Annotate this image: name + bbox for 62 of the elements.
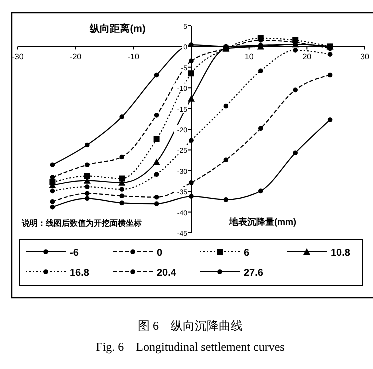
x-tick-label: 30 <box>360 52 370 62</box>
point <box>85 142 90 148</box>
point <box>258 188 264 194</box>
point <box>224 158 229 163</box>
point <box>189 58 194 64</box>
point <box>189 138 194 144</box>
x-tick-label: -20 <box>70 52 82 62</box>
point <box>328 52 333 57</box>
legend-label: 16.8 <box>70 268 90 279</box>
point <box>154 172 160 178</box>
point <box>224 104 229 109</box>
legend-label: -6 <box>70 248 80 259</box>
text: Fig. 6 Longitudinal settlement curves <box>96 340 286 354</box>
point <box>120 194 124 199</box>
legend-label: 0 <box>157 248 163 259</box>
point <box>153 158 160 166</box>
point <box>154 113 160 118</box>
point <box>50 200 56 204</box>
x-axis-title: 纵向距离(m) <box>89 23 146 35</box>
point <box>293 48 298 53</box>
point <box>293 150 298 156</box>
point <box>154 194 160 200</box>
point <box>154 136 160 142</box>
point <box>189 180 194 186</box>
point <box>154 202 160 206</box>
point <box>85 191 90 196</box>
y-axis-title: 地表沉降量(mm) <box>228 217 296 227</box>
point <box>84 173 90 180</box>
point <box>258 126 264 132</box>
point <box>85 184 90 190</box>
point <box>50 175 56 180</box>
legend-label: 10.8 <box>331 248 351 259</box>
x-tick-label: -10 <box>128 52 140 62</box>
point <box>154 72 160 78</box>
x-tick-label: -30 <box>12 52 24 62</box>
legend-label: 27.6 <box>244 268 264 279</box>
point <box>50 188 56 194</box>
legend-label: 20.4 <box>157 268 177 279</box>
point <box>328 118 333 122</box>
point <box>120 114 124 120</box>
x-tick-label: 20 <box>302 52 312 62</box>
point <box>120 154 124 160</box>
point <box>293 88 298 93</box>
point <box>120 187 124 192</box>
point <box>50 162 56 168</box>
text: 图 6 纵向沉降曲线 <box>138 319 243 333</box>
point <box>188 95 195 102</box>
point <box>189 194 194 199</box>
x-tick-label: 10 <box>244 52 254 62</box>
point <box>120 200 124 206</box>
point <box>328 72 333 78</box>
point <box>292 37 299 44</box>
point <box>85 196 90 202</box>
point <box>258 68 264 74</box>
point <box>188 70 194 77</box>
point <box>85 162 90 168</box>
annotation: 说明：线图后数值为开挖面横坐标 <box>21 219 142 228</box>
point <box>50 204 56 210</box>
point <box>224 197 229 202</box>
point <box>258 35 264 42</box>
legend-label: 6 <box>244 248 250 259</box>
point <box>189 42 194 48</box>
